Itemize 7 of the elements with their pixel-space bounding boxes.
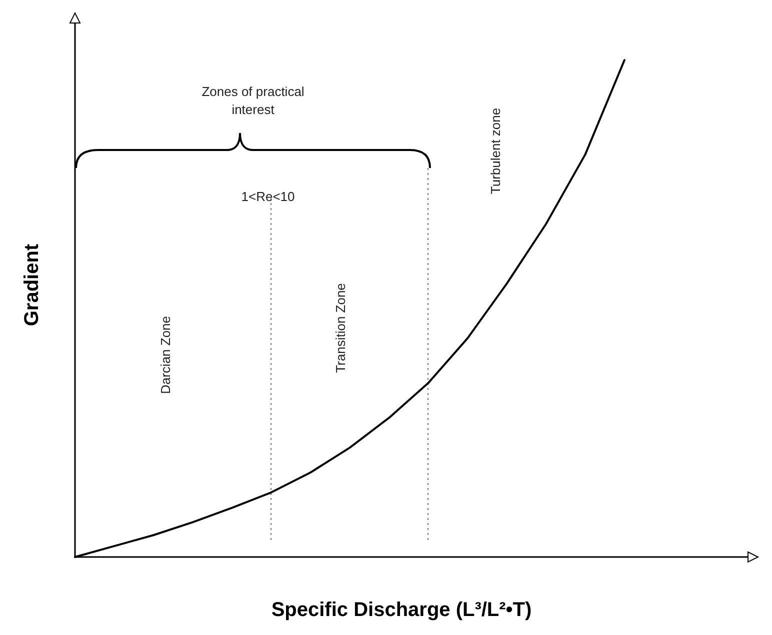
- annotation: Darcian Zone: [158, 316, 173, 394]
- y-axis-title: Gradient: [21, 244, 43, 326]
- annotation: 1<Re<10: [241, 189, 295, 204]
- annotation: Transition Zone: [333, 283, 348, 373]
- annotation: Zones of practical interest: [202, 84, 304, 117]
- x-axis-title: Specific Discharge (L³/L²•T): [271, 599, 532, 621]
- annotation: Turbulent zone: [488, 108, 503, 194]
